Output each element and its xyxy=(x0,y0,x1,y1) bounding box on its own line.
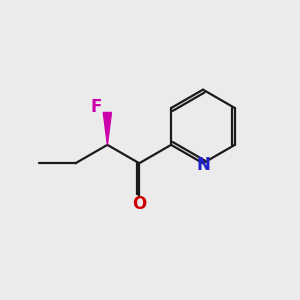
Text: O: O xyxy=(132,195,146,213)
Polygon shape xyxy=(103,112,112,145)
Text: N: N xyxy=(196,156,210,174)
Text: F: F xyxy=(91,98,102,116)
